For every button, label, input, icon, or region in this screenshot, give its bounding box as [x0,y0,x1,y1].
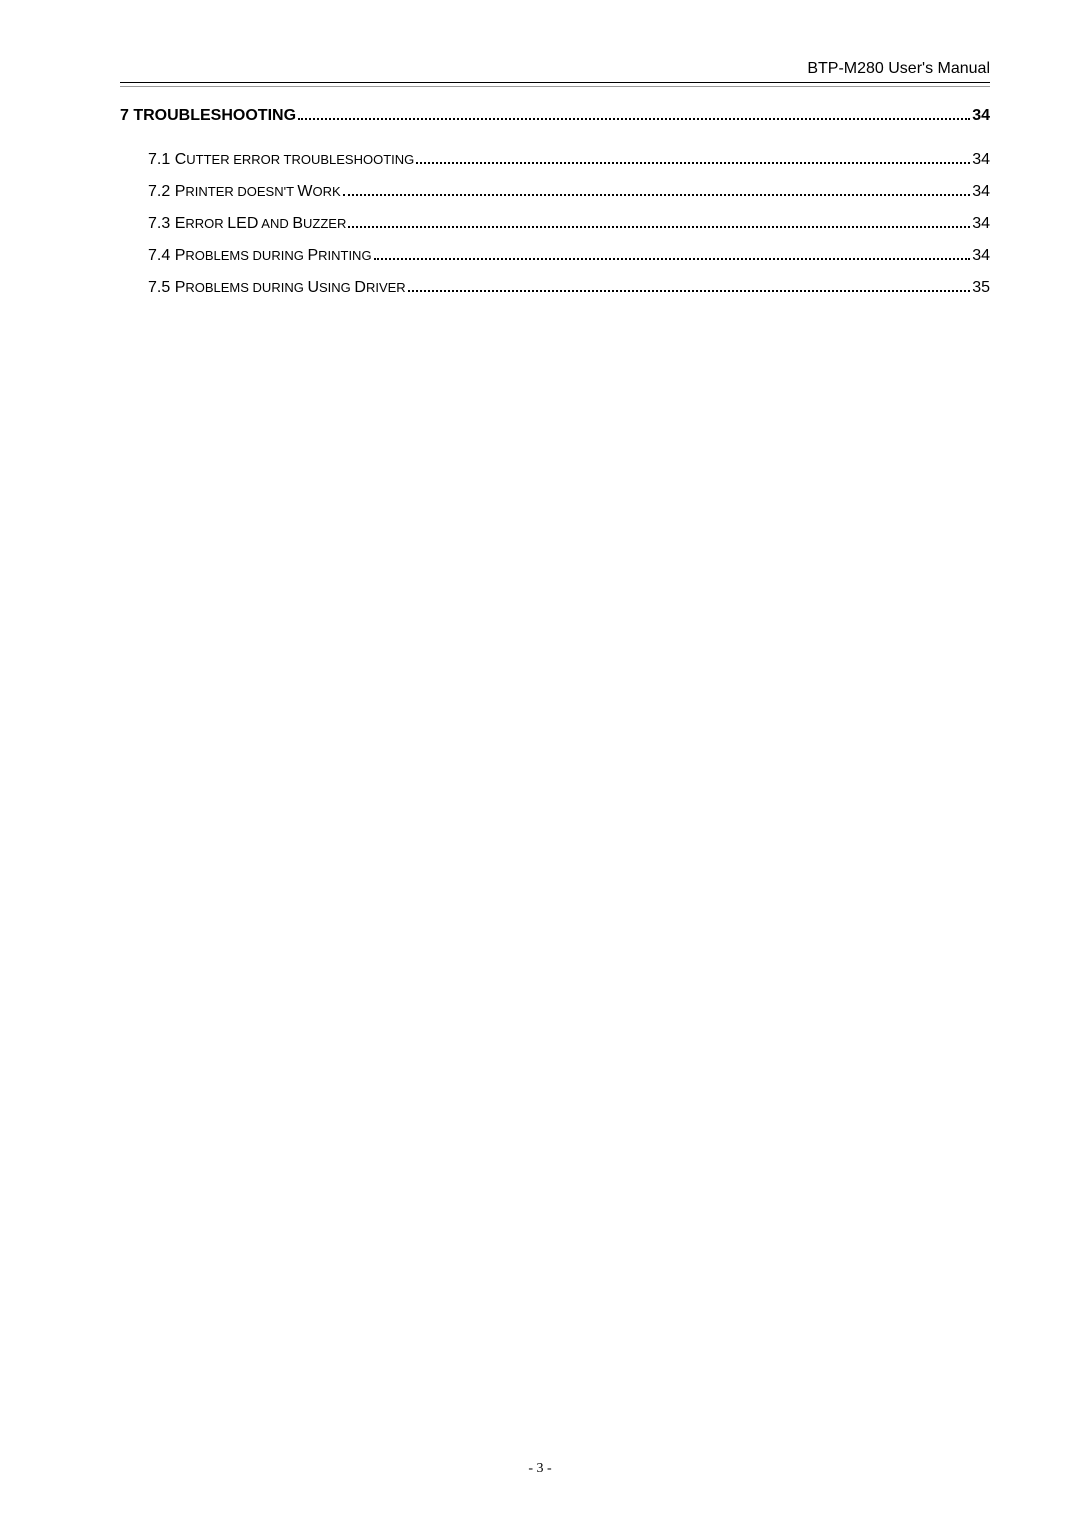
toc-sub-title: 7.4 Problems during Printing [148,247,372,265]
toc-sub-title: 7.5 Problems during Using Driver [148,279,406,297]
toc-sub-entry: 7.5 Problems during Using Driver 35 [148,279,990,297]
toc-main-title: 7 TROUBLESHOOTING [120,107,296,125]
page-number: - 3 - [0,1461,1080,1477]
toc-main-page: 34 [972,107,990,125]
header-divider [120,86,990,87]
toc-main-entry: 7 TROUBLESHOOTING 34 [120,107,990,125]
toc-sub-page: 34 [972,183,990,201]
toc-leader-dots [298,118,970,120]
toc-sub-entry: 7.1 Cutter error troubleshooting 34 [148,151,990,169]
toc-sub-page: 35 [972,279,990,297]
toc-sub-title: 7.3 Error LED and Buzzer [148,215,346,233]
toc-leader-dots [416,162,970,164]
toc-sub-entry: 7.4 Problems during Printing 34 [148,247,990,265]
toc-sub-entry: 7.2 Printer doesn't Work 34 [148,183,990,201]
toc-sub-page: 34 [972,151,990,169]
toc-sub-title: 7.2 Printer doesn't Work [148,183,341,201]
toc-sub-entry: 7.3 Error LED and Buzzer 34 [148,215,990,233]
header-title: BTP-M280 User's Manual [120,60,990,83]
toc-leader-dots [408,290,971,292]
toc-sub-page: 34 [972,215,990,233]
toc-leader-dots [348,226,970,228]
toc-leader-dots [343,194,971,196]
toc-sub-title: 7.1 Cutter error troubleshooting [148,151,414,169]
toc-leader-dots [374,258,971,260]
toc-sub-page: 34 [972,247,990,265]
document-page: BTP-M280 User's Manual 7 TROUBLESHOOTING… [0,0,1080,351]
